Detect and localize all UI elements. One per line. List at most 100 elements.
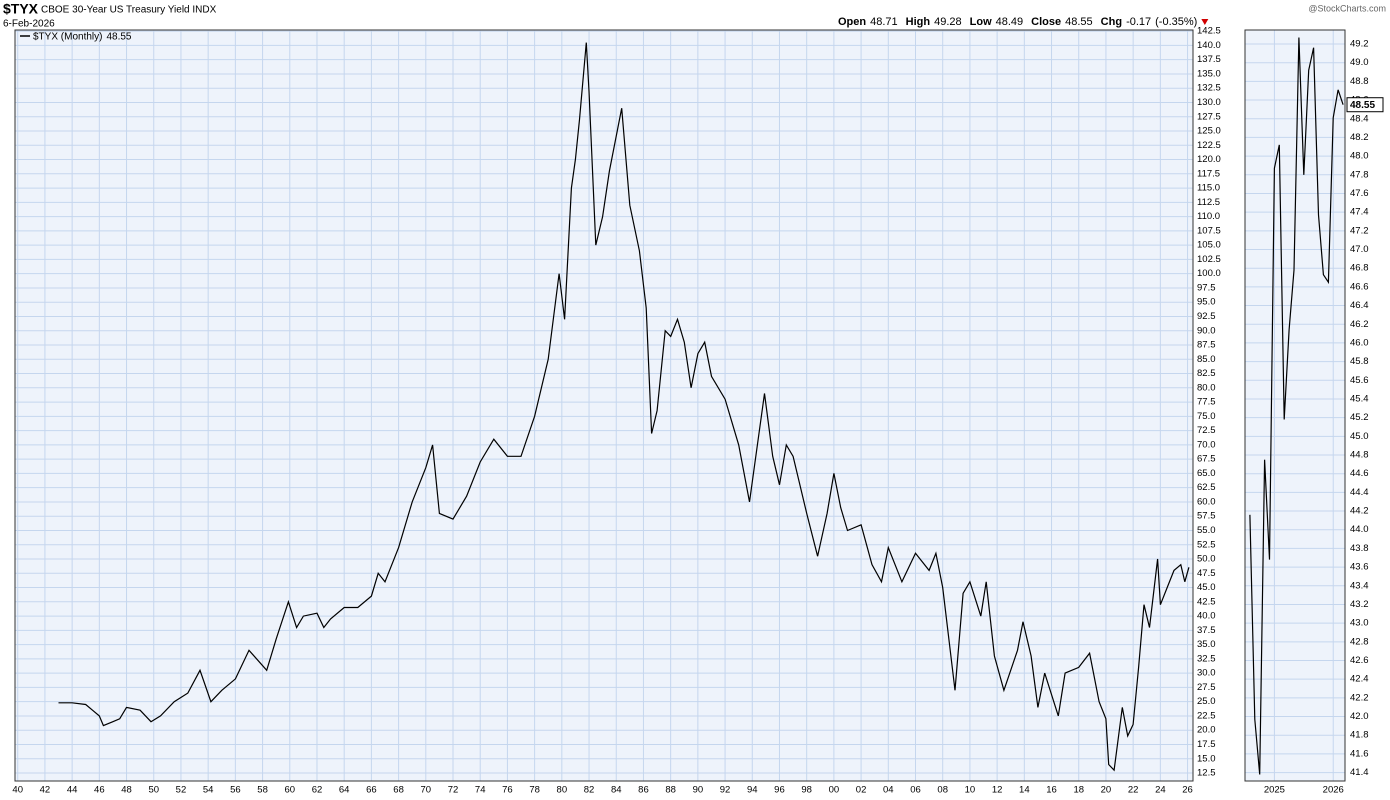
y-tick-label: 107.5 xyxy=(1197,225,1221,236)
y-tick-label: 43.2 xyxy=(1350,599,1369,610)
y-tick-label: 42.6 xyxy=(1350,655,1369,666)
x-tick-label: 46 xyxy=(94,785,105,796)
quote-value: 48.55 xyxy=(1065,16,1093,28)
x-tick-label: 76 xyxy=(502,785,513,796)
source: @StockCharts.com xyxy=(1308,3,1386,13)
y-tick-label: 95.0 xyxy=(1197,297,1216,308)
y-tick-label: 42.2 xyxy=(1350,692,1369,703)
y-tick-label: 46.4 xyxy=(1350,300,1369,311)
x-tick-label: 62 xyxy=(312,785,323,796)
x-tick-label: 18 xyxy=(1073,785,1084,796)
y-tick-label: 100.0 xyxy=(1197,268,1221,279)
x-tick-label: 74 xyxy=(475,785,486,796)
y-tick-label: 48.0 xyxy=(1350,151,1369,162)
x-tick-label: 02 xyxy=(856,785,867,796)
x-tick-label: 84 xyxy=(611,785,622,796)
y-tick-label: 80.0 xyxy=(1197,382,1216,393)
y-tick-label: 117.5 xyxy=(1197,168,1220,179)
x-tick-label: 14 xyxy=(1019,785,1030,796)
y-tick-label: 43.6 xyxy=(1350,562,1369,573)
x-tick-label: 2025 xyxy=(1264,785,1285,796)
y-tick-label: 49.2 xyxy=(1350,39,1369,50)
x-tick-label: 24 xyxy=(1155,785,1166,796)
quote-value: -0.17 xyxy=(1126,16,1151,28)
x-tick-label: 54 xyxy=(203,785,214,796)
x-tick-label: 70 xyxy=(421,785,432,796)
quote-label: Open xyxy=(838,16,866,28)
y-tick-label: 42.5 xyxy=(1197,596,1216,607)
y-tick-label: 43.4 xyxy=(1350,580,1369,591)
y-tick-label: 42.4 xyxy=(1350,674,1369,685)
y-tick-label: 57.5 xyxy=(1197,511,1216,522)
y-tick-label: 25.0 xyxy=(1197,696,1216,707)
x-tick-label: 92 xyxy=(720,785,731,796)
y-tick-label: 35.0 xyxy=(1197,639,1216,650)
y-tick-label: 60.0 xyxy=(1197,496,1216,507)
y-tick-label: 65.0 xyxy=(1197,468,1216,479)
quote-label: Low xyxy=(970,16,992,28)
y-tick-label: 47.0 xyxy=(1350,244,1369,255)
y-tick-label: 41.4 xyxy=(1350,767,1369,778)
y-tick-label: 137.5 xyxy=(1197,54,1221,65)
y-tick-label: 45.2 xyxy=(1350,412,1369,423)
y-tick-label: 41.8 xyxy=(1350,730,1369,741)
quote-value: 48.71 xyxy=(870,16,898,28)
y-tick-label: 105.0 xyxy=(1197,240,1221,251)
down-arrow xyxy=(1201,19,1209,25)
y-tick-label: 32.5 xyxy=(1197,653,1216,664)
y-tick-label: 46.2 xyxy=(1350,319,1369,330)
y-tick-label: 44.4 xyxy=(1350,487,1369,498)
y-tick-label: 42.8 xyxy=(1350,636,1369,647)
y-tick-label: 135.0 xyxy=(1197,68,1221,79)
x-tick-label: 98 xyxy=(801,785,812,796)
y-tick-label: 72.5 xyxy=(1197,425,1216,436)
y-tick-label: 92.5 xyxy=(1197,311,1216,322)
y-tick-label: 27.5 xyxy=(1197,682,1216,693)
x-tick-label: 20 xyxy=(1101,785,1112,796)
series-line xyxy=(1249,37,1344,775)
x-tick-label: 10 xyxy=(965,785,976,796)
chart-title: CBOE 30-Year US Treasury Yield INDX xyxy=(41,5,217,16)
x-tick-label: 82 xyxy=(584,785,595,796)
y-tick-label: 47.2 xyxy=(1350,225,1369,236)
x-tick-label: 04 xyxy=(883,785,894,796)
y-tick-label: 47.4 xyxy=(1350,207,1369,218)
y-tick-label: 46.8 xyxy=(1350,263,1369,274)
y-tick-label: 90.0 xyxy=(1197,325,1216,336)
quote-label: Close xyxy=(1031,16,1061,28)
legend-label: $TYX (Monthly) xyxy=(33,32,102,43)
x-tick-label: 68 xyxy=(393,785,404,796)
y-tick-label: 110.0 xyxy=(1197,211,1220,222)
y-tick-label: 41.6 xyxy=(1350,748,1369,759)
x-tick-label: 56 xyxy=(230,785,241,796)
last-value-label: 48.55 xyxy=(1350,100,1375,111)
y-tick-label: 47.5 xyxy=(1197,568,1216,579)
y-tick-label: 50.0 xyxy=(1197,554,1216,565)
x-tick-label: 64 xyxy=(339,785,350,796)
y-tick-label: 85.0 xyxy=(1197,354,1216,365)
symbol: $TYX xyxy=(3,1,39,17)
y-tick-label: 20.0 xyxy=(1197,725,1216,736)
y-tick-label: 37.5 xyxy=(1197,625,1216,636)
quote-value: 48.49 xyxy=(996,16,1024,28)
y-tick-label: 45.0 xyxy=(1197,582,1216,593)
y-tick-label: 82.5 xyxy=(1197,368,1216,379)
y-tick-label: 122.5 xyxy=(1197,140,1221,151)
x-tick-label: 40 xyxy=(12,785,23,796)
y-tick-label: 75.0 xyxy=(1197,411,1216,422)
y-tick-label: 142.5 xyxy=(1197,26,1221,37)
y-tick-label: 47.6 xyxy=(1350,188,1369,199)
y-tick-label: 22.5 xyxy=(1197,710,1216,721)
series-line xyxy=(58,42,1190,772)
y-tick-label: 30.0 xyxy=(1197,668,1216,679)
x-tick-label: 96 xyxy=(774,785,785,796)
y-tick-label: 12.5 xyxy=(1197,768,1216,779)
y-tick-label: 62.5 xyxy=(1197,482,1216,493)
x-tick-label: 60 xyxy=(284,785,295,796)
y-tick-label: 46.6 xyxy=(1350,281,1369,292)
plot-border xyxy=(1244,29,1346,782)
y-tick-label: 45.4 xyxy=(1350,393,1369,404)
y-tick-label: 102.5 xyxy=(1197,254,1221,265)
x-tick-label: 86 xyxy=(638,785,649,796)
